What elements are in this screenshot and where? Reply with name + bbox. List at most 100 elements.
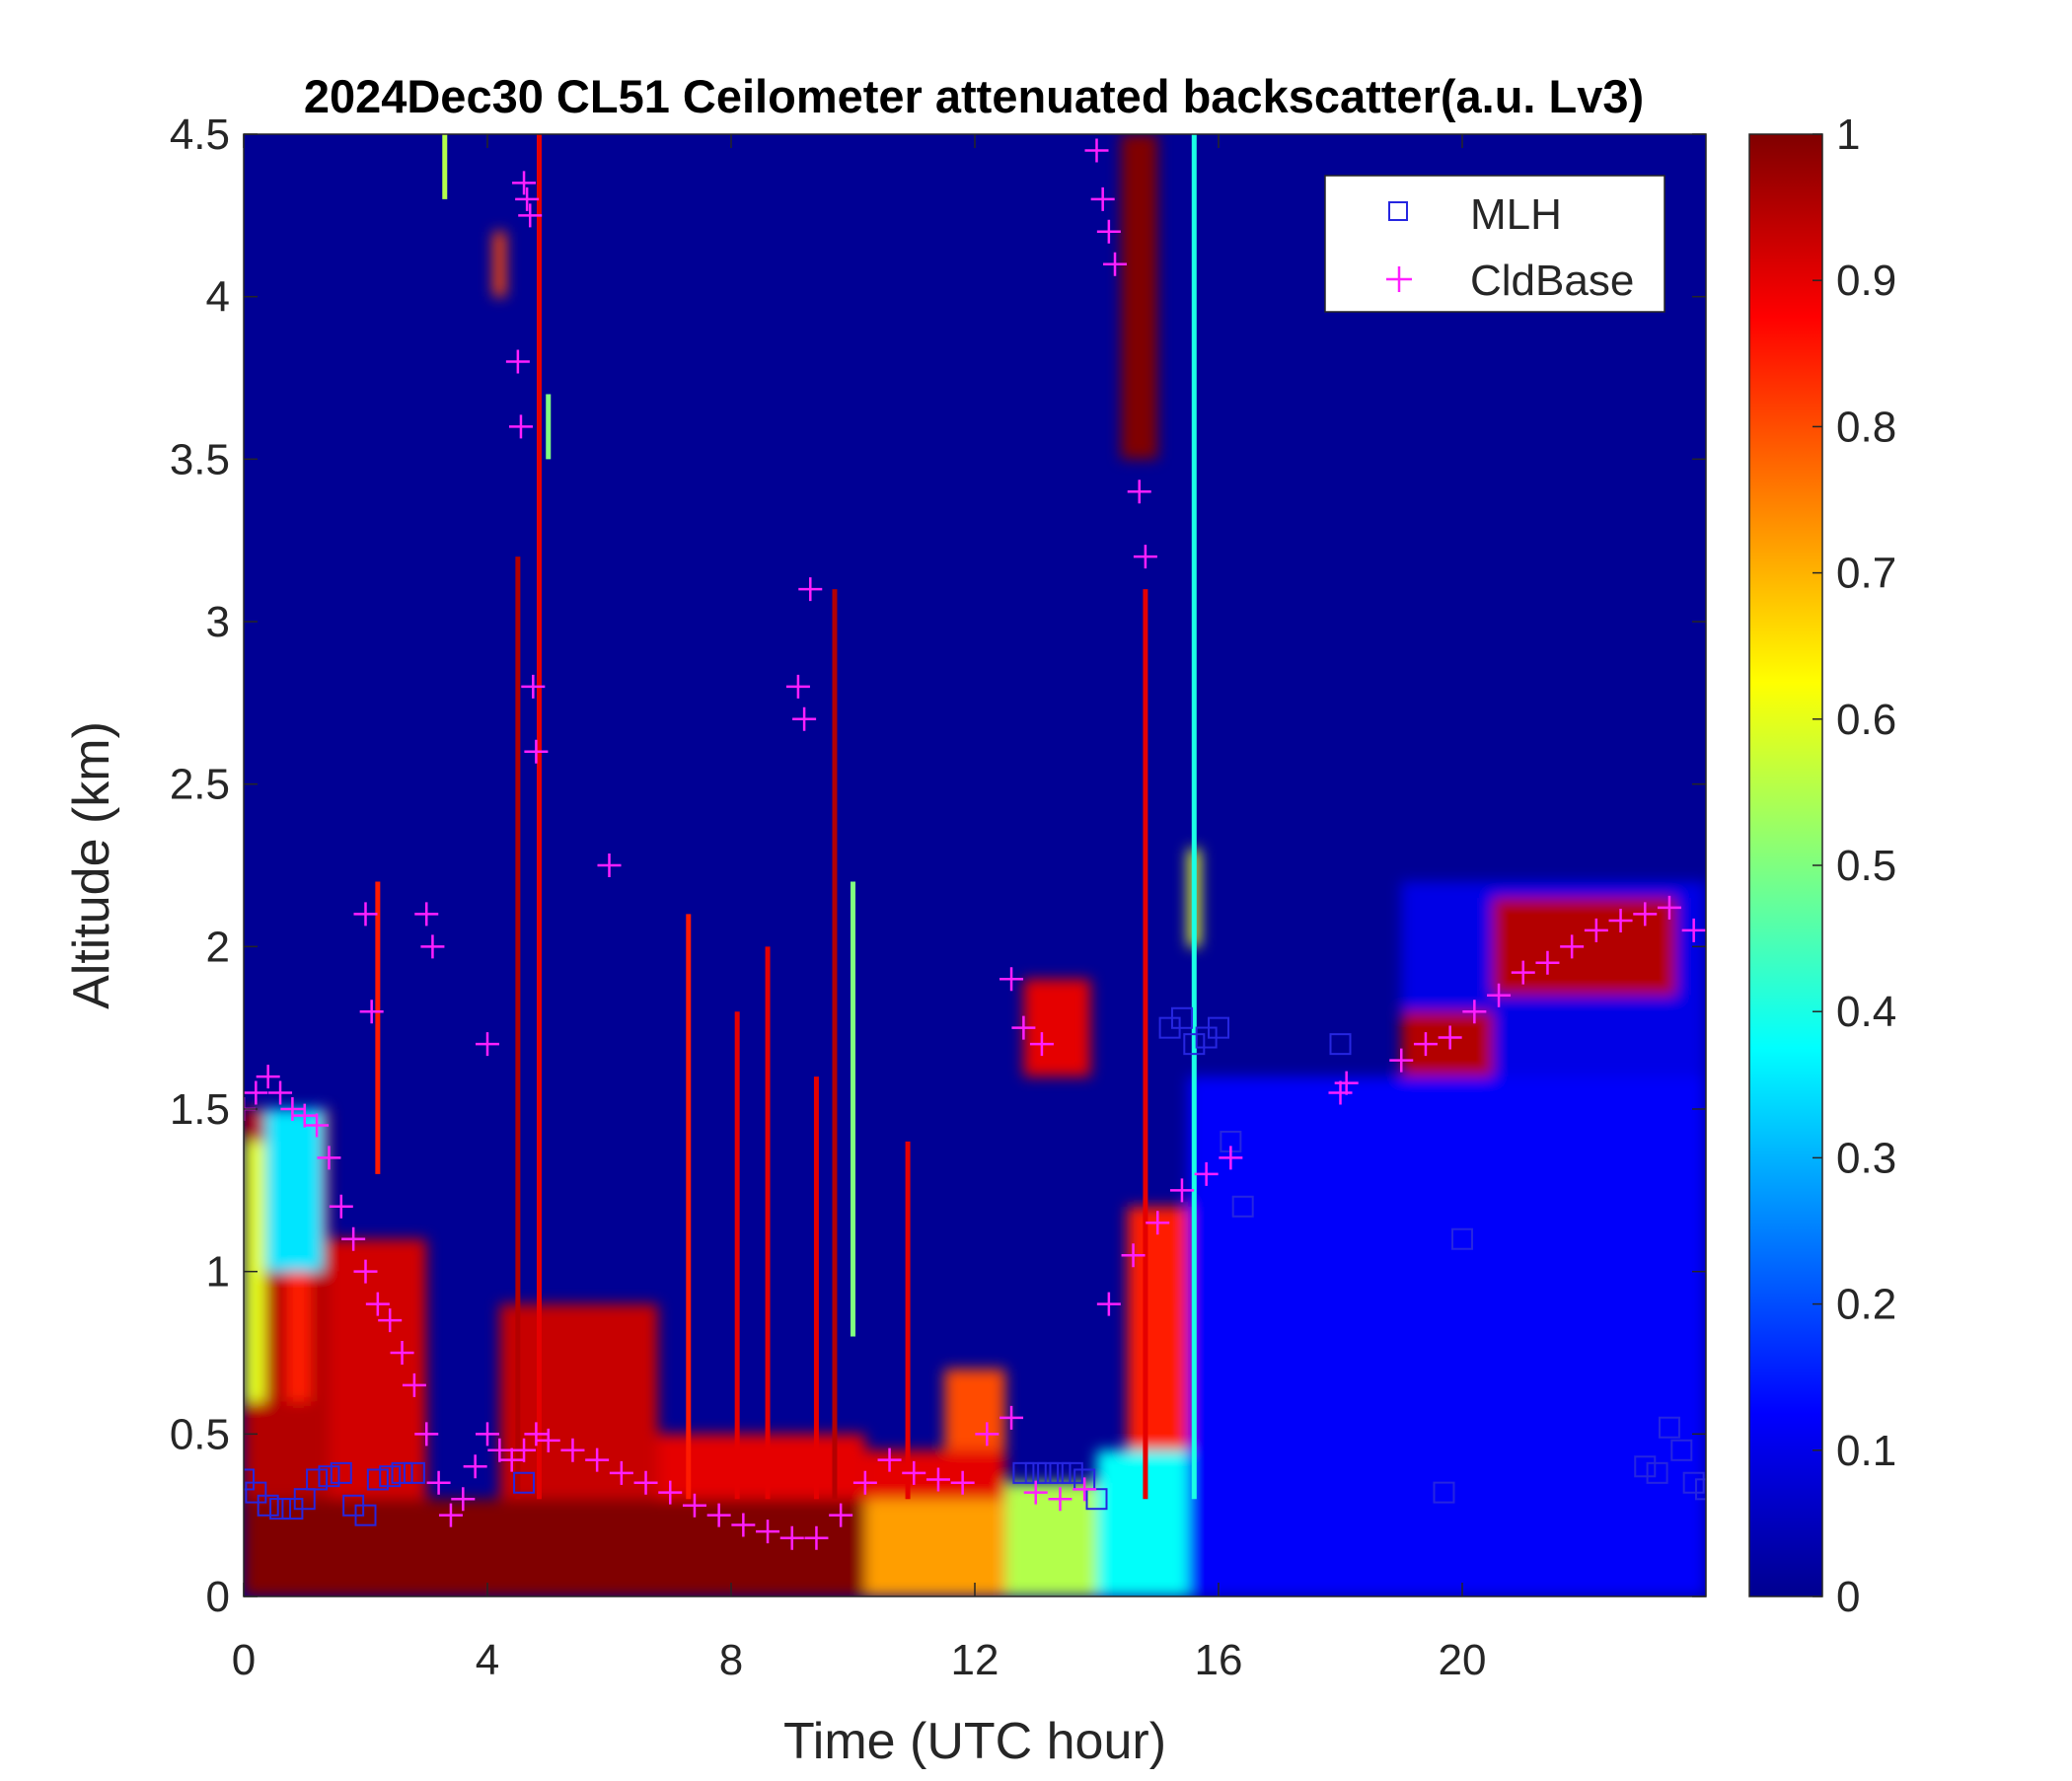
cldbase-point bbox=[1633, 902, 1658, 927]
field-region-12 bbox=[1096, 1449, 1189, 1596]
cldbase-point bbox=[268, 1080, 293, 1105]
marker-layer bbox=[244, 138, 1706, 1550]
cldbase-point bbox=[463, 1454, 487, 1479]
y-tick-label: 1.5 bbox=[170, 1085, 230, 1134]
colorbar-tick-label: 1 bbox=[1836, 111, 1860, 159]
cldbase-point bbox=[779, 1525, 804, 1550]
mlh-point bbox=[293, 1488, 316, 1511]
cldbase-point bbox=[378, 1308, 403, 1333]
cldbase-point bbox=[292, 1103, 317, 1128]
mlh-point bbox=[257, 1494, 279, 1517]
mlh-point bbox=[1037, 1461, 1060, 1484]
field-region-11 bbox=[1004, 1482, 1097, 1596]
mlh-point bbox=[1170, 1006, 1193, 1029]
cldbase-point bbox=[1133, 545, 1157, 569]
cldbase-point bbox=[785, 674, 810, 699]
y-axis-label: Altitude (km) bbox=[63, 721, 120, 1009]
y-tick-label: 0 bbox=[206, 1573, 230, 1621]
cldbase-point bbox=[585, 1447, 610, 1472]
cldbase-point bbox=[499, 1447, 524, 1472]
cldbase-point bbox=[426, 1470, 451, 1495]
field-region-10 bbox=[944, 1369, 1005, 1450]
cldbase-point bbox=[902, 1460, 926, 1485]
x-tick-label: 4 bbox=[476, 1636, 499, 1684]
cldbase-point bbox=[1103, 252, 1128, 276]
y-tick-label: 4 bbox=[206, 273, 230, 322]
x-tick-label: 20 bbox=[1439, 1636, 1487, 1684]
cldbase-point bbox=[476, 1032, 499, 1057]
cldbase-point bbox=[1334, 1071, 1359, 1095]
cldbase-point bbox=[476, 1422, 499, 1447]
cldbase-point bbox=[1389, 1048, 1414, 1073]
cldbase-point bbox=[804, 1525, 829, 1550]
cldbase-point bbox=[1090, 186, 1115, 211]
y-axis: 0 0.5 1 1.5 2 2.5 3 3.5 4 4.5 bbox=[170, 111, 1706, 1621]
cldbase-point bbox=[877, 1447, 902, 1472]
field-region-6 bbox=[499, 1303, 658, 1500]
cldbase-point bbox=[1328, 1080, 1353, 1105]
cldbase-point bbox=[317, 1146, 341, 1170]
cldbase-point bbox=[329, 1194, 353, 1219]
field-region-15 bbox=[1188, 1076, 1706, 1596]
cldbase-point bbox=[609, 1460, 633, 1485]
legend-mlh-marker bbox=[1388, 201, 1408, 221]
cldbase-point bbox=[414, 1422, 439, 1447]
cldbase-point bbox=[999, 967, 1024, 992]
mlh-point bbox=[513, 1471, 536, 1494]
mlh-point bbox=[366, 1468, 389, 1491]
legend-box bbox=[1324, 175, 1665, 313]
mlh-point bbox=[244, 1468, 255, 1491]
y-tick-label: 1 bbox=[206, 1248, 230, 1297]
cldbase-point bbox=[1462, 1000, 1487, 1024]
cldbase-point bbox=[451, 1487, 476, 1512]
mlh-point bbox=[403, 1461, 425, 1484]
cldbase-point bbox=[524, 1422, 549, 1447]
cldbase-point bbox=[305, 1113, 330, 1138]
mlh-point bbox=[1231, 1195, 1254, 1218]
field-region-13 bbox=[1127, 1206, 1189, 1450]
cldbase-point bbox=[256, 1065, 280, 1089]
y-tick-label: 0.5 bbox=[170, 1410, 230, 1458]
colorbar-tick-label: 0.5 bbox=[1836, 842, 1896, 890]
cldbase-point bbox=[798, 577, 823, 602]
y-tick-label: 3.5 bbox=[170, 435, 230, 483]
mlh-point bbox=[1085, 1488, 1108, 1511]
cldbase-point bbox=[438, 1503, 463, 1527]
cldbase-point bbox=[341, 1226, 366, 1251]
cldbase-point bbox=[1127, 480, 1151, 504]
x-axis-label: Time (UTC hour) bbox=[783, 1713, 1166, 1770]
mlh-point bbox=[245, 1481, 267, 1504]
field-region-7 bbox=[657, 1434, 865, 1500]
mlh-point bbox=[330, 1461, 352, 1484]
mlh-point bbox=[1682, 1471, 1705, 1494]
x-tick-label: 0 bbox=[232, 1636, 256, 1684]
cldbase-point bbox=[353, 1259, 378, 1284]
cldbase-point bbox=[1084, 138, 1109, 163]
cldbase-point bbox=[1511, 960, 1535, 985]
mlh-point bbox=[1049, 1461, 1072, 1484]
colorbar-tick-label: 0.1 bbox=[1836, 1427, 1896, 1475]
cldbase-point bbox=[1560, 934, 1585, 959]
cldbase-point bbox=[414, 902, 439, 927]
cldbase-point bbox=[1438, 1025, 1462, 1050]
cldbase-point bbox=[359, 1000, 384, 1024]
cldbase-point bbox=[682, 1493, 706, 1518]
cldbase-point bbox=[829, 1503, 853, 1527]
mlh-point bbox=[1658, 1416, 1680, 1439]
colorbar-tick-label: 0.9 bbox=[1836, 257, 1896, 305]
cldbase-point bbox=[1169, 1178, 1194, 1203]
mlh-point bbox=[1012, 1461, 1035, 1484]
mlh-point bbox=[1183, 1033, 1206, 1056]
cldbase-point bbox=[999, 1405, 1024, 1430]
field-region-3 bbox=[264, 1109, 324, 1272]
mlh-point bbox=[306, 1468, 329, 1491]
cldbase-point bbox=[280, 1097, 305, 1121]
legend: MLH CldBase bbox=[1324, 175, 1665, 313]
y-tick-label: 3 bbox=[206, 598, 230, 646]
cldbase-point bbox=[1681, 918, 1706, 942]
field-region-5 bbox=[329, 1238, 427, 1500]
colorbar-ticks: 0 0.1 0.2 0.3 0.4 0.5 0.6 0.7 0.8 0.9 1 bbox=[1813, 111, 1896, 1621]
cldbase-point bbox=[1146, 1211, 1170, 1235]
cldbase-point bbox=[1657, 895, 1681, 920]
cldbase-point bbox=[1096, 219, 1121, 244]
